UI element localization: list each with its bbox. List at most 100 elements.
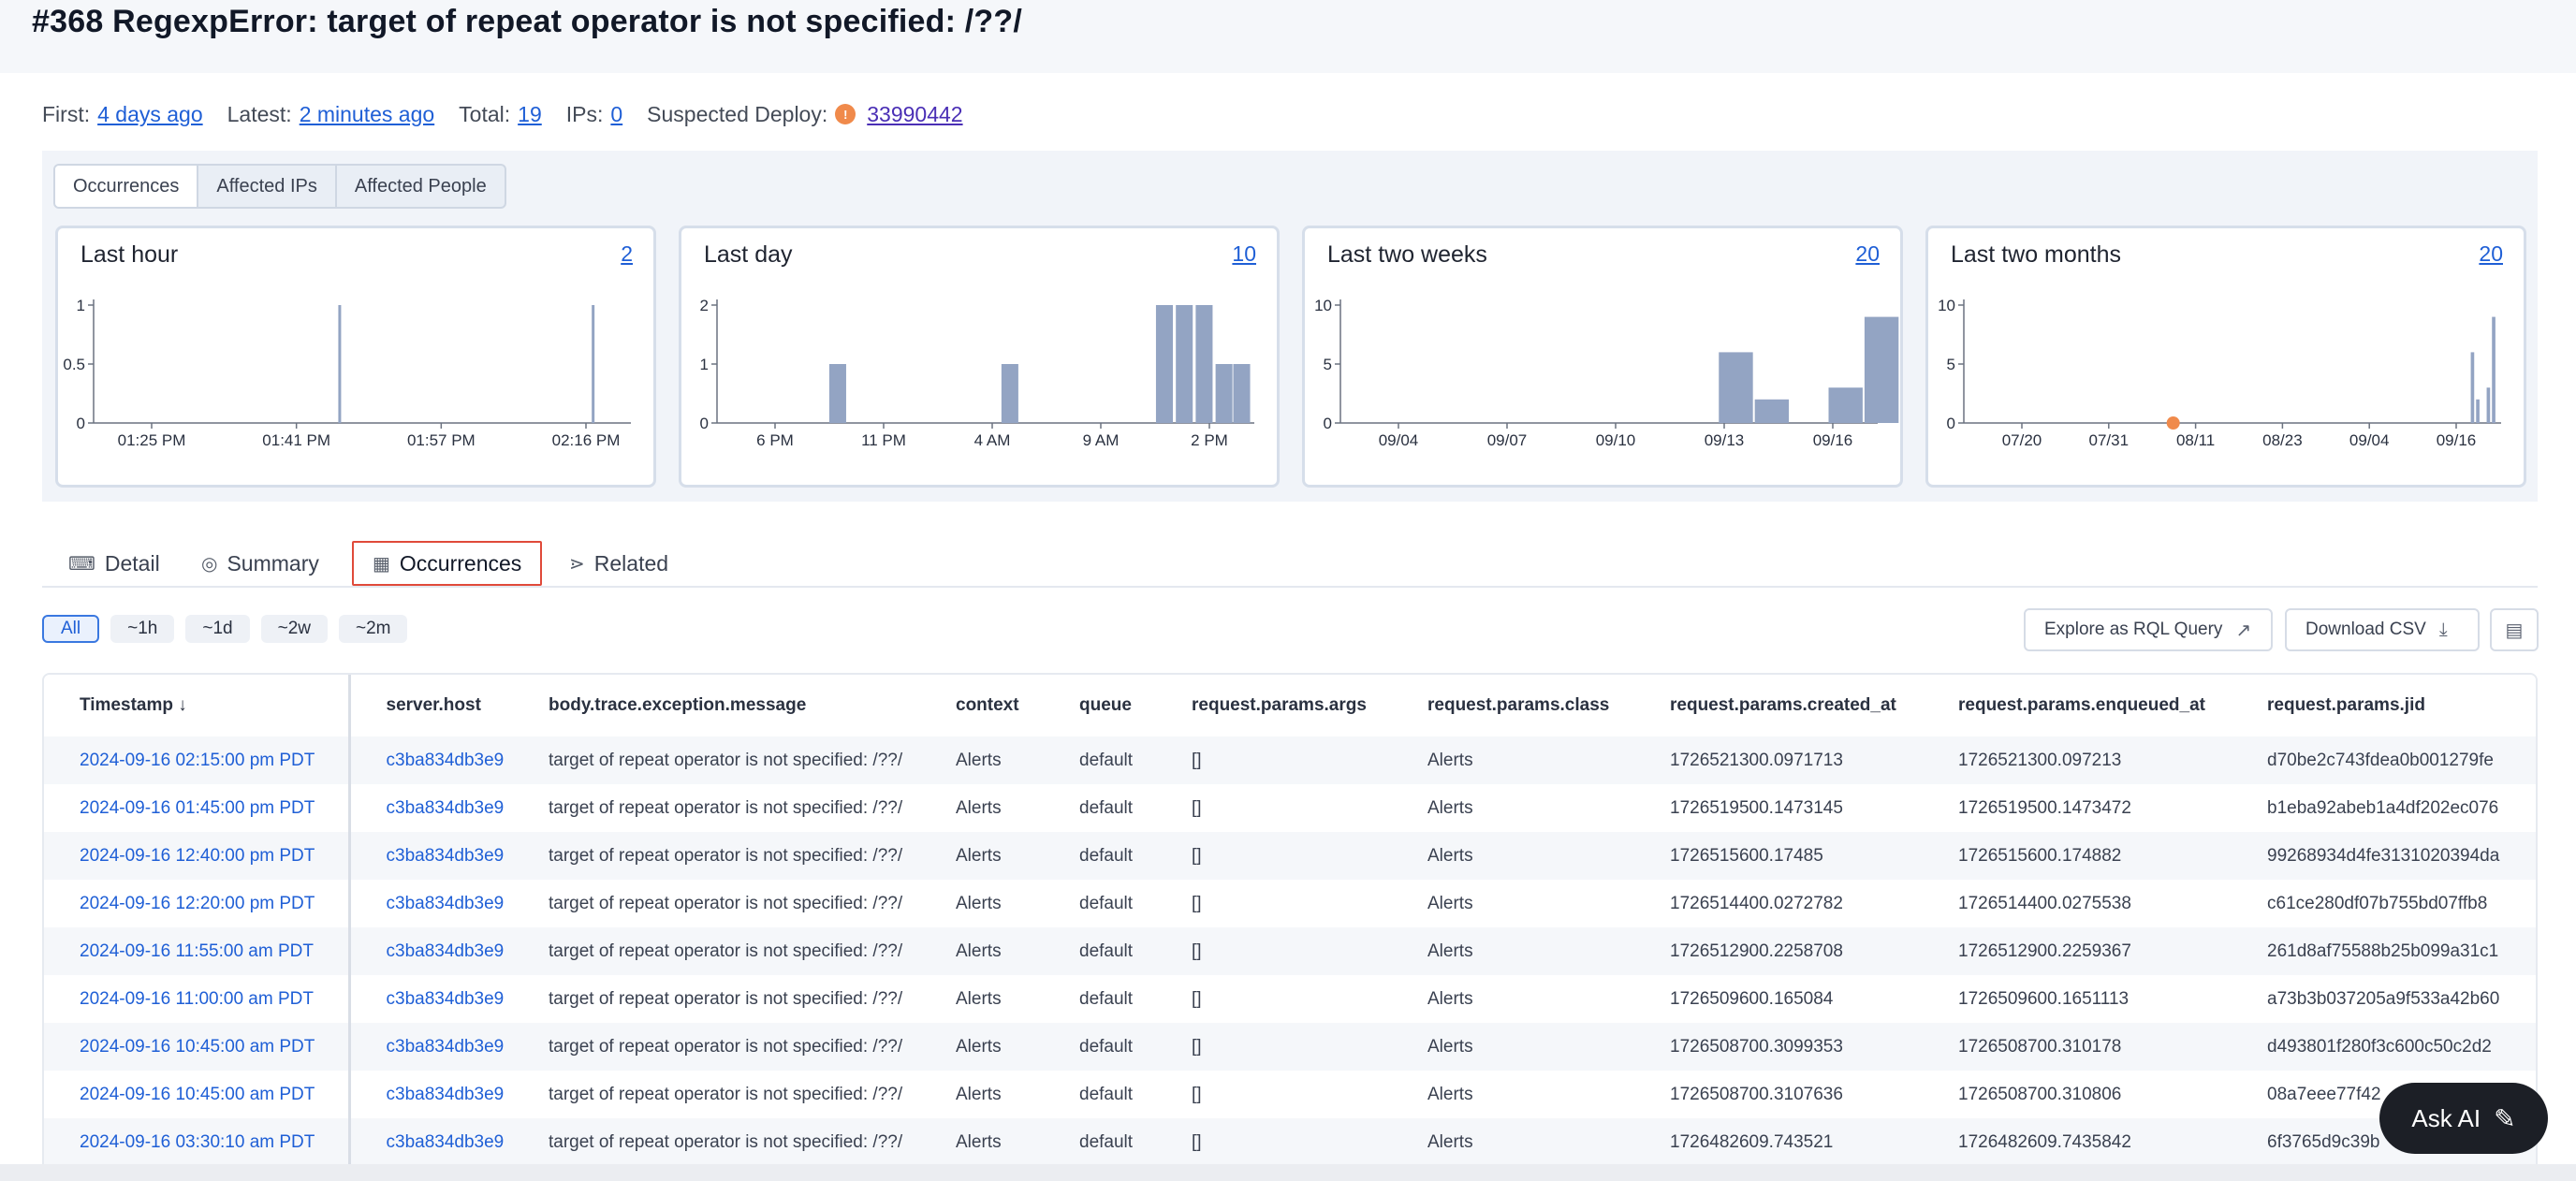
table-cell: Alerts xyxy=(1392,1118,1634,1166)
column-header[interactable]: body.trace.exception.message xyxy=(513,675,920,736)
filter-2m[interactable]: ~2m xyxy=(338,615,408,643)
tab-label: Occurrences xyxy=(399,550,522,576)
table-row[interactable]: 2024-09-16 01:45:00 pm PDT c3ba834db3e9 ta… xyxy=(44,784,2536,832)
table-row[interactable]: 2024-09-16 11:00:00 am PDT c3ba834db3e9 ta… xyxy=(44,975,2536,1023)
explore-rql-button[interactable]: Explore as RQL Query ↗ xyxy=(2024,608,2273,651)
meta-deploy-link[interactable]: 33990442 xyxy=(867,101,963,126)
column-header[interactable]: context xyxy=(920,675,1044,736)
x-tick-label: 02:16 PM xyxy=(552,431,621,449)
server-host-link[interactable]: c3ba834db3e9 xyxy=(349,1023,513,1071)
chart-svg: 10 5 0 07/20 07/31 08/11 08/23 09/04 09/16 xyxy=(1938,297,2501,449)
x-tick-label: 07/31 xyxy=(2089,431,2130,449)
tab-related[interactable]: ⋗ Related xyxy=(569,541,668,586)
y-tick-label: 0 xyxy=(700,415,709,432)
server-host-link[interactable]: c3ba834db3e9 xyxy=(386,1084,505,1104)
timestamp-link[interactable]: 2024-09-16 10:45:00 am PDT xyxy=(44,1023,351,1071)
tab-detail[interactable]: ⌨ Detail xyxy=(68,541,160,586)
chart-count-link[interactable]: 20 xyxy=(2479,241,2503,266)
chart-card-last-hour: Last hour 2 1 0.5 0 01:25 PM 01:41 PM 01:57 P… xyxy=(55,226,656,488)
ask-ai-button[interactable]: Ask AI ✎ xyxy=(2379,1083,2548,1154)
table-cell: [] xyxy=(1156,927,1392,975)
filter-all[interactable]: All xyxy=(42,615,100,643)
column-header[interactable]: request.params.class xyxy=(1392,675,1634,736)
table-row[interactable]: 2024-09-16 12:40:00 pm PDT c3ba834db3e9 ta… xyxy=(44,832,2536,880)
table-cell: [] xyxy=(1156,1118,1392,1166)
table-cell: [] xyxy=(1156,1023,1392,1071)
timestamp-link[interactable]: 2024-09-16 11:55:00 am PDT xyxy=(44,927,351,975)
table-row[interactable]: 2024-09-16 03:30:10 am PDT c3ba834db3e9 ta… xyxy=(44,1118,2536,1166)
table-cell: 1726508700.3099353 xyxy=(1634,1023,1923,1071)
timestamp-link[interactable]: 2024-09-16 10:45:00 am PDT xyxy=(44,1071,351,1118)
table-cell: Alerts xyxy=(1392,1023,1634,1071)
tab-occurrences[interactable]: ▦ Occurrences xyxy=(352,541,543,586)
server-host-link[interactable]: c3ba834db3e9 xyxy=(386,797,505,818)
table-cell: 1726521300.097213 xyxy=(1923,736,2232,784)
subtab-affected-ips[interactable]: Affected IPs xyxy=(198,166,337,207)
chart-count-link[interactable]: 10 xyxy=(1232,241,1256,266)
download-csv-button[interactable]: Download CSV ⤓ xyxy=(2285,608,2480,651)
server-host-link[interactable]: c3ba834db3e9 xyxy=(349,1118,513,1166)
table-cell: 1726509600.165084 xyxy=(1670,988,1834,1009)
download-icon: ⤓ xyxy=(2438,619,2448,640)
table-cell: Alerts xyxy=(920,736,1044,784)
column-header[interactable]: queue xyxy=(1044,675,1156,736)
table-row[interactable]: 2024-09-16 10:45:00 am PDT c3ba834db3e9 ta… xyxy=(44,1023,2536,1071)
timestamp-link[interactable]: 2024-09-16 03:30:10 am PDT xyxy=(44,1118,351,1166)
server-host-link[interactable]: c3ba834db3e9 xyxy=(349,736,513,784)
table-row[interactable]: 2024-09-16 02:15:00 pm PDT c3ba834db3e9 ta… xyxy=(44,736,2536,784)
timestamp-link[interactable]: 2024-09-16 11:00:00 am PDT xyxy=(44,975,351,1023)
chart-bar xyxy=(1195,305,1213,423)
table-cell: 1726519500.1473472 xyxy=(1958,797,2131,818)
table-columns-button[interactable]: ▤ xyxy=(2490,608,2539,651)
tab-label: Summary xyxy=(227,550,319,576)
page-title: #368 RegexpError: target of repeat opera… xyxy=(32,4,1023,39)
column-header[interactable]: request.params.args xyxy=(1156,675,1392,736)
server-host-link[interactable]: c3ba834db3e9 xyxy=(349,832,513,880)
meta-total-link[interactable]: 19 xyxy=(518,101,542,126)
x-tick-label: 09/10 xyxy=(1596,431,1636,449)
chart-bar xyxy=(828,364,846,423)
timestamp-link[interactable]: 2024-09-16 01:45:00 pm PDT xyxy=(44,784,351,832)
table-cell: b1eba92abeb1a4df202ec076 xyxy=(2267,797,2499,818)
y-tick-label: 5 xyxy=(1324,356,1332,373)
timestamp-link[interactable]: 2024-09-16 02:15:00 pm PDT xyxy=(44,736,351,784)
meta-latest: Latest: 2 minutes ago xyxy=(227,102,435,127)
table-cell: target of repeat operator is not specifi… xyxy=(513,1023,920,1071)
chart-count-link[interactable]: 2 xyxy=(621,241,633,266)
time-filter-pills: All ~1h ~1d ~2w ~2m xyxy=(42,615,418,643)
chart-svg: 1 0.5 0 01:25 PM 01:41 PM 01:57 PM 02:16 PM xyxy=(63,297,631,449)
table-cell: 1726519500.1473145 xyxy=(1670,797,1843,818)
occurrence-charts-panel: Occurrences Affected IPs Affected People… xyxy=(42,151,2538,502)
filter-1d[interactable]: ~1d xyxy=(185,615,250,643)
filter-2w[interactable]: ~2w xyxy=(260,615,328,643)
meta-ips-link[interactable]: 0 xyxy=(610,101,623,126)
chart-card-last-two-months: Last two months 20 10 5 0 07/20 07/31 08/11 08… xyxy=(1925,226,2526,488)
column-header[interactable]: server.host xyxy=(349,675,513,736)
column-header[interactable]: request.params.created_at xyxy=(1634,675,1923,736)
server-host-link[interactable]: c3ba834db3e9 xyxy=(386,893,505,913)
filter-1h[interactable]: ~1h xyxy=(110,615,175,643)
table-row[interactable]: 2024-09-16 10:45:00 am PDT c3ba834db3e9 ta… xyxy=(44,1071,2536,1118)
table-cell: 1726514400.0272782 xyxy=(1670,893,1843,913)
table-cell: default xyxy=(1079,1084,1134,1104)
tab-summary[interactable]: ◎ Summary xyxy=(201,541,319,586)
sort-arrow-down-icon: ↓ xyxy=(178,695,187,715)
column-header[interactable]: request.params.enqueued_at xyxy=(1923,675,2232,736)
server-host-link[interactable]: c3ba834db3e9 xyxy=(386,988,505,1009)
subtab-occurrences[interactable]: Occurrences xyxy=(55,166,199,207)
table-row[interactable]: 2024-09-16 12:20:00 pm PDT c3ba834db3e9 ta… xyxy=(44,880,2536,927)
chart-count-link[interactable]: 20 xyxy=(1855,241,1880,266)
x-tick-label: 2 PM xyxy=(1191,431,1228,449)
timestamp-link[interactable]: 2024-09-16 12:20:00 pm PDT xyxy=(44,880,351,927)
meta-latest-link[interactable]: 2 minutes ago xyxy=(299,101,435,126)
chart-bar xyxy=(1155,305,1173,423)
table-row[interactable]: 2024-09-16 11:55:00 am PDT c3ba834db3e9 ta… xyxy=(44,927,2536,975)
meta-latest-label: Latest: xyxy=(227,101,292,126)
timestamp-link[interactable]: 2024-09-16 12:40:00 pm PDT xyxy=(44,832,351,880)
subtab-affected-people[interactable]: Affected People xyxy=(354,175,487,197)
column-header[interactable]: request.params.jid xyxy=(2232,675,2536,736)
table-cell: target of repeat operator is not specifi… xyxy=(549,797,903,818)
column-header-timestamp[interactable]: Timestamp ↓ xyxy=(44,675,351,736)
server-host-link[interactable]: c3ba834db3e9 xyxy=(349,927,513,975)
meta-first-link[interactable]: 4 days ago xyxy=(97,101,203,126)
